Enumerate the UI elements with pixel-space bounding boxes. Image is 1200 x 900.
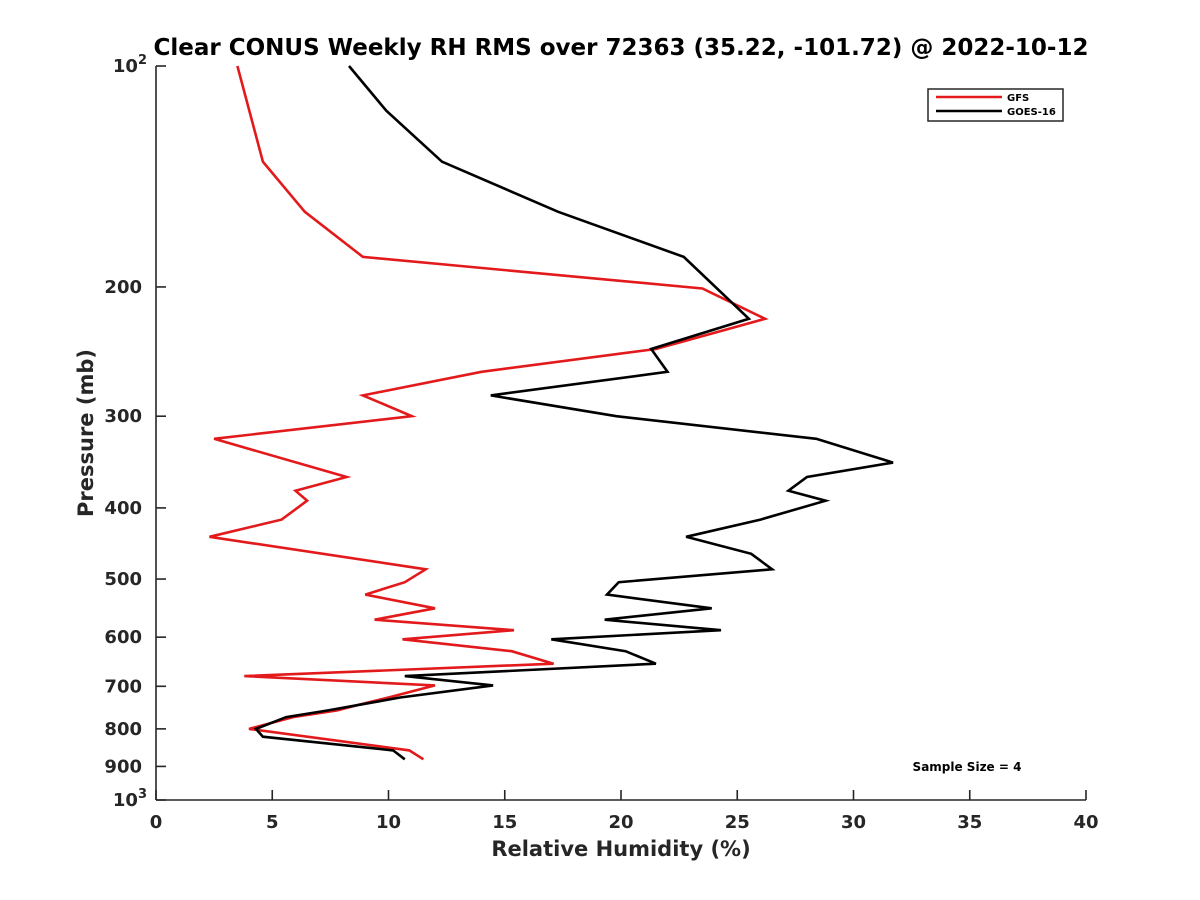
legend: GFS GOES-16 — [927, 88, 1064, 122]
goes16-profile-line — [253, 65, 894, 761]
legend-label-goes16: GOES-16 — [1007, 107, 1056, 118]
x-tick-label: 15 — [492, 812, 517, 833]
x-tick-label: 10 — [376, 812, 401, 833]
chart-title: Clear CONUS Weekly RH RMS over 72363 (35… — [154, 35, 1089, 61]
y-tick-label: 103 — [113, 787, 147, 811]
series-lines — [209, 65, 894, 761]
y-axis-ticks: 102 200 300 400 500 600 700 800 900 103 — [104, 53, 166, 811]
legend-box — [927, 88, 1064, 122]
x-tick-label: 20 — [608, 812, 633, 833]
y-tick-label: 900 — [104, 756, 142, 777]
y-tick-label: 102 — [113, 53, 147, 77]
y-tick-label: 700 — [104, 676, 142, 697]
y-tick-label: 500 — [104, 569, 142, 590]
x-tick-label: 5 — [266, 812, 279, 833]
x-tick-label: 40 — [1073, 812, 1098, 833]
x-axis-ticks: 0 5 10 15 20 25 30 35 40 — [150, 790, 1099, 833]
y-tick-label: 600 — [104, 627, 142, 648]
y-axis-label: Pressure (mb) — [74, 349, 98, 517]
x-axis-label: Relative Humidity (%) — [491, 837, 750, 861]
x-tick-label: 25 — [725, 812, 750, 833]
x-tick-label: 35 — [957, 812, 982, 833]
plot-area: 0 5 10 15 20 25 30 35 40 102 200 300 400 500 600 700 80… — [104, 53, 1098, 833]
x-tick-label: 30 — [841, 812, 866, 833]
y-tick-label: 200 — [104, 277, 142, 298]
y-tick-label: 400 — [104, 498, 142, 519]
y-tick-label: 300 — [104, 406, 142, 427]
x-tick-label: 0 — [150, 812, 163, 833]
legend-label-gfs: GFS — [1007, 93, 1029, 104]
y-tick-label: 800 — [104, 719, 142, 740]
sample-size-annotation: Sample Size = 4 — [913, 760, 1022, 774]
